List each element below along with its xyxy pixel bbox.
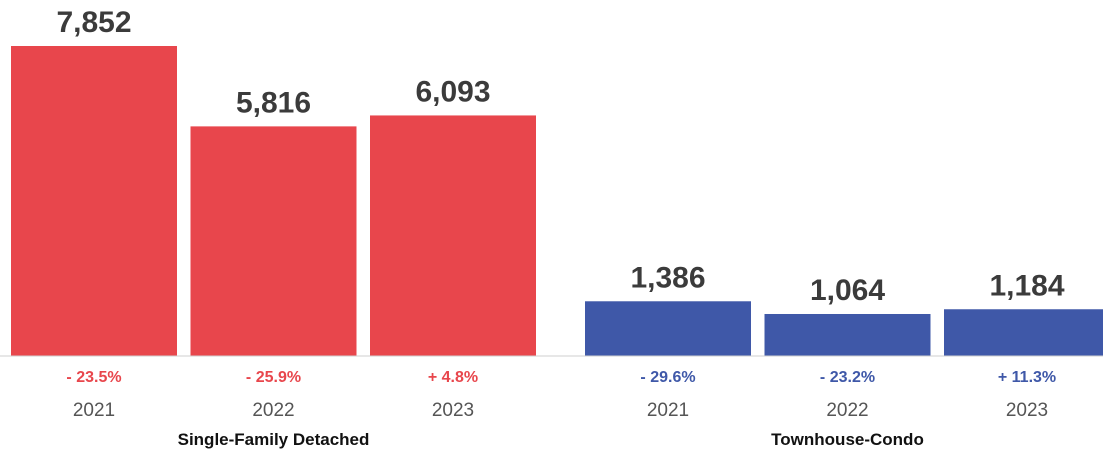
year-tick-label-1-2021: 2021 xyxy=(647,400,689,421)
value-label-0-2023: 6,093 xyxy=(415,75,490,108)
change-label-1-2023: + 11.3% xyxy=(998,369,1056,386)
labels-layer: 7,852 - 23.5% 2021 5,816 - 25.9% 2022 6,093 + 4… xyxy=(56,6,1064,449)
year-tick-label-1-2022: 2022 xyxy=(826,400,868,421)
value-label-1-2023: 1,184 xyxy=(989,269,1064,302)
bar-0-2022 xyxy=(190,126,357,356)
bar-1-2023 xyxy=(944,309,1103,356)
value-label-0-2021: 7,852 xyxy=(56,6,131,39)
group-label-1: Townhouse-Condo xyxy=(771,430,924,449)
value-label-1-2021: 1,386 xyxy=(630,261,705,294)
value-label-1-2022: 1,064 xyxy=(810,274,885,307)
group-label-0: Single-Family Detached xyxy=(178,430,370,449)
change-label-0-2022: - 25.9% xyxy=(246,369,301,386)
change-label-1-2022: - 23.2% xyxy=(820,369,875,386)
year-tick-label-0-2022: 2022 xyxy=(252,400,294,421)
year-tick-label-0-2021: 2021 xyxy=(73,400,115,421)
change-label-1-2021: - 29.6% xyxy=(640,369,695,386)
year-tick-label-1-2023: 2023 xyxy=(1006,400,1048,421)
bar-0-2021 xyxy=(11,46,177,356)
year-tick-label-0-2023: 2023 xyxy=(432,400,474,421)
bar-1-2022 xyxy=(764,313,931,356)
bar-1-2021 xyxy=(585,301,751,356)
value-label-0-2022: 5,816 xyxy=(236,86,311,119)
change-label-0-2023: + 4.8% xyxy=(428,369,478,386)
bars-layer xyxy=(11,46,1103,356)
change-label-0-2021: - 23.5% xyxy=(66,369,121,386)
bar-0-2023 xyxy=(370,115,536,356)
